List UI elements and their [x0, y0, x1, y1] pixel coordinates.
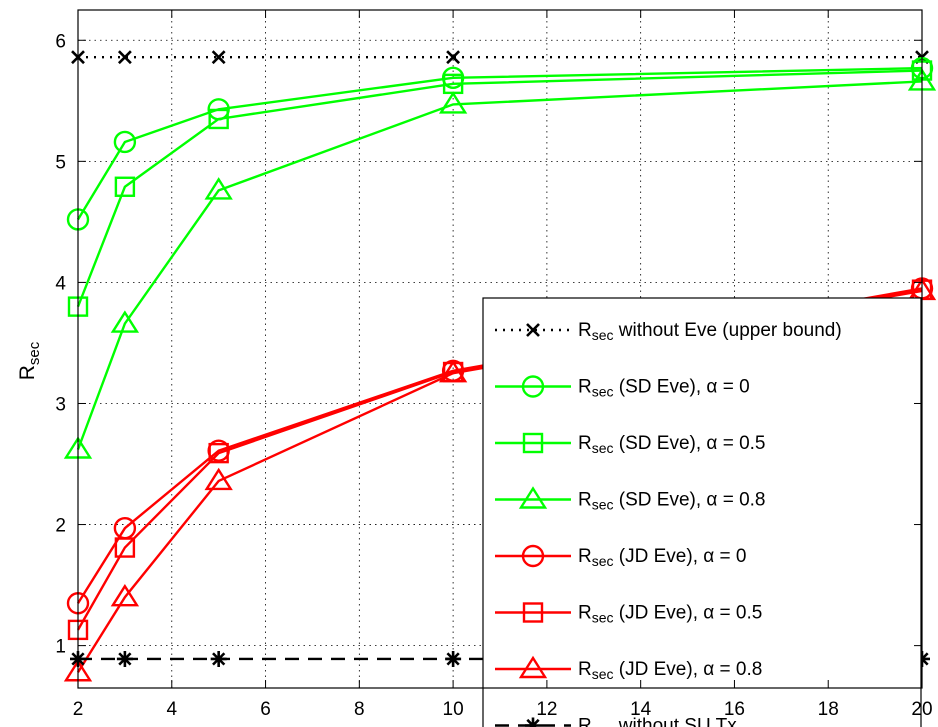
- legend-entry: Rsec (SD Eve), α = 0.5: [495, 432, 766, 456]
- series-1: [66, 56, 934, 231]
- data-point-marker: [211, 50, 226, 65]
- y-axis-title-main: R: [16, 365, 39, 380]
- legend-label: Rsec without SU Tx: [578, 716, 737, 727]
- legend-label: Rsec (JD Eve), α = 0.8: [578, 659, 762, 682]
- data-point-marker: [208, 108, 229, 130]
- series-line: [76, 69, 923, 308]
- legend-entry: Rsec (JD Eve), α = 0: [495, 544, 746, 569]
- legend-swatch-marker: [525, 717, 541, 727]
- legend-swatch-marker: [522, 432, 544, 454]
- svg-text:Rsec: Rsec: [16, 341, 43, 380]
- data-point-marker: [113, 130, 137, 154]
- legend-box: [482, 297, 922, 727]
- data-point-marker: [110, 310, 140, 333]
- x-tick-label: 10: [443, 699, 464, 720]
- y-tick-label: 5: [55, 152, 66, 173]
- legend-entry: Rsec (JD Eve), α = 0.5: [495, 602, 762, 626]
- legend-swatch-marker: [518, 486, 548, 509]
- data-point-marker: [110, 583, 140, 607]
- legend-label: Rsec (SD Eve), α = 0.8: [578, 490, 766, 513]
- x-tick-label: 14: [630, 699, 652, 720]
- x-tick-label: 2: [73, 699, 84, 720]
- data-point-marker: [210, 650, 227, 667]
- y-axis-title-sub: sec: [26, 341, 43, 365]
- data-point-marker: [116, 650, 133, 667]
- legend-entry: Rsec (SD Eve), α = 0.8: [495, 486, 766, 513]
- y-tick-label: 4: [55, 273, 66, 294]
- x-tick-label: 20: [911, 699, 932, 720]
- legend-swatch-marker: [522, 602, 544, 623]
- x-tick-label: 12: [536, 699, 557, 720]
- legend-entry: Rsec without SU Tx: [495, 716, 737, 727]
- data-point-marker: [114, 537, 136, 558]
- legend-swatch-marker: [526, 323, 540, 337]
- legend-label: Rsec (JD Eve), α = 0.5: [578, 603, 762, 626]
- x-tick-label: 8: [354, 699, 365, 720]
- data-point-marker: [204, 467, 233, 491]
- legend-label: Rsec without Eve (upper bound): [578, 320, 842, 343]
- data-point-marker: [446, 50, 461, 65]
- x-tick-label: 4: [166, 699, 177, 720]
- series-0: [71, 50, 929, 65]
- legend-entry: Rsec (JD Eve), α = 0.8: [495, 655, 762, 682]
- data-point-marker: [114, 176, 136, 197]
- series-2: [67, 60, 933, 317]
- data-point-marker: [204, 177, 233, 200]
- legend-swatch-marker: [518, 655, 548, 679]
- data-point-marker: [445, 650, 462, 667]
- data-point-marker: [438, 359, 468, 383]
- data-point-marker: [438, 91, 468, 114]
- y-tick-label: 6: [55, 31, 66, 52]
- legend-label: Rsec (SD Eve), α = 0: [578, 377, 750, 400]
- series-line: [76, 66, 923, 221]
- y-tick-label: 3: [55, 394, 66, 415]
- x-tick-label: 18: [818, 699, 839, 720]
- legend-swatch-marker: [521, 375, 545, 398]
- x-tick-label: 16: [724, 699, 745, 720]
- y-tick-label: 1: [55, 637, 66, 658]
- data-point-marker: [208, 442, 229, 464]
- legend-label: Rsec (JD Eve), α = 0: [578, 546, 746, 569]
- data-point-marker: [117, 50, 132, 65]
- y-tick-label: 2: [55, 516, 66, 537]
- plot-frame: [77, 9, 923, 689]
- legend-entry: Rsec (SD Eve), α = 0: [495, 375, 750, 400]
- legend-entry: Rsec without Eve (upper bound): [495, 320, 842, 343]
- legend-label: Rsec (SD Eve), α = 0.5: [578, 433, 766, 456]
- legend: Rsec without Eve (upper bound) Rsec (SD E…: [482, 297, 922, 727]
- legend-swatch-marker: [521, 544, 545, 568]
- series-line: [76, 80, 923, 450]
- x-tick-label: 6: [260, 699, 271, 720]
- y-axis-title: Rsec: [16, 341, 43, 380]
